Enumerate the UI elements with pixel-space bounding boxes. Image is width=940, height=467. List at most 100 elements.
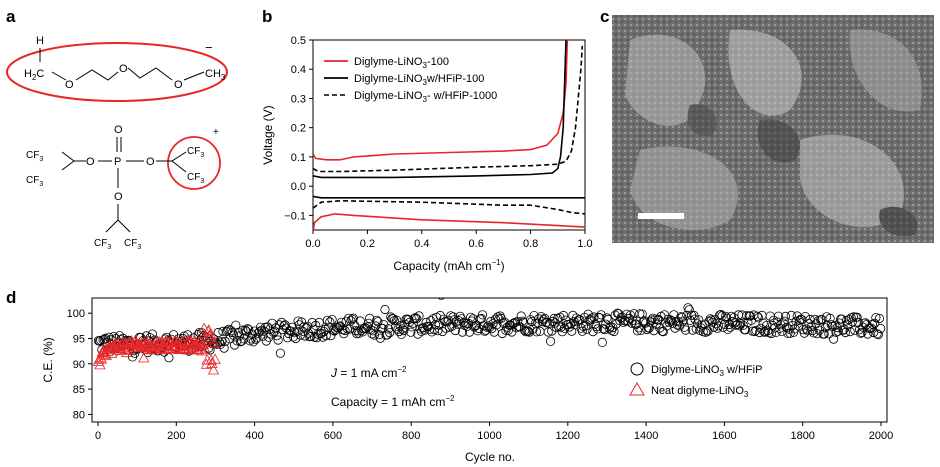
data-point-circle bbox=[828, 334, 839, 344]
data-point-circle bbox=[466, 312, 476, 322]
atom-o1: O bbox=[65, 79, 74, 91]
data-point-circle bbox=[406, 327, 416, 337]
series-2-charge-line bbox=[313, 40, 567, 179]
y-tick-label: 95 bbox=[73, 333, 85, 345]
data-point-circle bbox=[824, 329, 834, 339]
data-point-circle bbox=[372, 315, 382, 325]
data-point-circle bbox=[390, 322, 401, 332]
data-point-circle bbox=[397, 324, 408, 334]
y-tick-label: 90 bbox=[73, 359, 85, 371]
data-point-circle bbox=[486, 316, 496, 327]
data-point-circle bbox=[395, 321, 405, 331]
data-point-circle bbox=[419, 323, 429, 333]
charge-plus: + bbox=[213, 127, 219, 138]
x-tick-label: 400 bbox=[245, 430, 263, 442]
data-point-circle bbox=[722, 313, 732, 323]
data-point-circle bbox=[591, 321, 602, 332]
data-point-circle bbox=[783, 328, 793, 338]
data-point-circle bbox=[114, 331, 125, 341]
data-point-circle bbox=[164, 353, 174, 363]
x-tick-label: 1000 bbox=[477, 430, 501, 442]
x-tick-label: 600 bbox=[324, 430, 342, 442]
data-point-circle bbox=[872, 329, 882, 339]
panel-label-d: d bbox=[6, 288, 16, 307]
data-point-circle bbox=[853, 317, 863, 327]
data-point-circle bbox=[736, 319, 746, 329]
data-point-circle bbox=[252, 333, 262, 343]
data-point-circle bbox=[265, 324, 275, 334]
panel-label-c: c bbox=[600, 7, 609, 26]
x-axis-label: Capacity (mAh cm−1) bbox=[393, 258, 504, 273]
data-point-triangle bbox=[208, 337, 220, 348]
data-point-circle bbox=[435, 310, 445, 321]
data-point-circle bbox=[852, 312, 862, 322]
data-point-circle bbox=[477, 310, 488, 320]
data-point-circle bbox=[776, 320, 786, 330]
data-point-triangle bbox=[197, 338, 209, 350]
data-point-circle bbox=[355, 316, 365, 326]
atom-p: P bbox=[114, 156, 121, 168]
data-point-circle bbox=[528, 324, 538, 334]
x-tick-label: 200 bbox=[167, 430, 185, 442]
hfip-phosphate-molecule: + O P O CF3 CF3 O CF3 CF3 O CF3 CF3 bbox=[26, 124, 221, 251]
data-point-circle bbox=[717, 311, 727, 321]
atom-o2: O bbox=[119, 63, 128, 75]
data-point-circle bbox=[809, 328, 819, 338]
cf3-left-bottom: CF3 bbox=[26, 175, 43, 188]
data-point-circle bbox=[753, 313, 764, 323]
data-point-circle bbox=[221, 326, 231, 337]
axis-ticks: 0.0 0.2 0.4 0.6 0.8 1.0 −0.1 0.0 0.1 0.2 0.3 0.4 0.5 bbox=[284, 35, 592, 250]
series-3-discharge-line bbox=[313, 199, 585, 215]
legend: Diglyme-LiNO3 w/HFiP Neat diglyme-LiNO3 bbox=[629, 362, 762, 399]
data-point-triangle bbox=[138, 352, 150, 363]
data-point-circle bbox=[231, 320, 241, 330]
data-point-circle bbox=[870, 318, 880, 328]
data-point-circle bbox=[437, 298, 445, 300]
data-point-circle bbox=[437, 326, 448, 337]
data-point-circle bbox=[772, 317, 782, 327]
data-point-circle bbox=[873, 329, 883, 340]
data-point-circle bbox=[382, 330, 392, 340]
atom-o-bottom: O bbox=[114, 191, 123, 203]
data-point-circle bbox=[253, 328, 263, 338]
data-point-circle bbox=[326, 330, 336, 341]
data-point-circle bbox=[860, 318, 870, 328]
data-point-circle bbox=[226, 325, 236, 336]
data-point-circle bbox=[843, 320, 853, 330]
legend-marker-circle bbox=[630, 362, 644, 376]
sem-texture bbox=[625, 29, 922, 237]
data-point-circle bbox=[655, 323, 665, 333]
data-point-circle bbox=[545, 336, 556, 346]
data-point-circle bbox=[399, 325, 409, 336]
data-point-circle bbox=[212, 339, 222, 349]
data-point-circle bbox=[589, 312, 599, 322]
data-point-triangle bbox=[117, 336, 130, 347]
panel-d-chart: 0 200 400 600 800 1000 1200 1400 1600 1800 2000 80 8… bbox=[41, 297, 893, 464]
data-point-circle bbox=[386, 312, 396, 322]
data-point-triangle bbox=[114, 343, 126, 354]
data-point-circle bbox=[537, 317, 548, 327]
data-point-triangle bbox=[209, 353, 221, 364]
x-tick-label: 1800 bbox=[790, 430, 814, 442]
data-point-circle bbox=[837, 314, 847, 324]
data-point-circle bbox=[288, 332, 298, 342]
atom-o-double: O bbox=[114, 124, 123, 136]
data-point-circle bbox=[301, 323, 311, 333]
data-point-circle bbox=[664, 317, 674, 327]
data-point-circle bbox=[369, 330, 379, 340]
data-point-circle bbox=[684, 305, 694, 315]
data-point-circle bbox=[558, 310, 569, 321]
data-point-circle bbox=[240, 325, 250, 335]
data-point-triangle bbox=[199, 343, 211, 354]
data-point-circle bbox=[857, 327, 867, 338]
y-tick-label: 0.1 bbox=[291, 152, 306, 164]
data-point-triangle bbox=[192, 343, 205, 355]
data-point-circle bbox=[273, 335, 283, 345]
data-point-circle bbox=[658, 327, 668, 337]
x-tick-label: 1200 bbox=[556, 430, 580, 442]
x-tick-label: 0.4 bbox=[414, 238, 429, 250]
data-point-circle bbox=[365, 313, 375, 323]
data-point-circle bbox=[497, 328, 507, 339]
data-point-circle bbox=[311, 320, 321, 330]
legend-label-1: Diglyme-LiNO3 w/HFiP bbox=[651, 364, 762, 378]
